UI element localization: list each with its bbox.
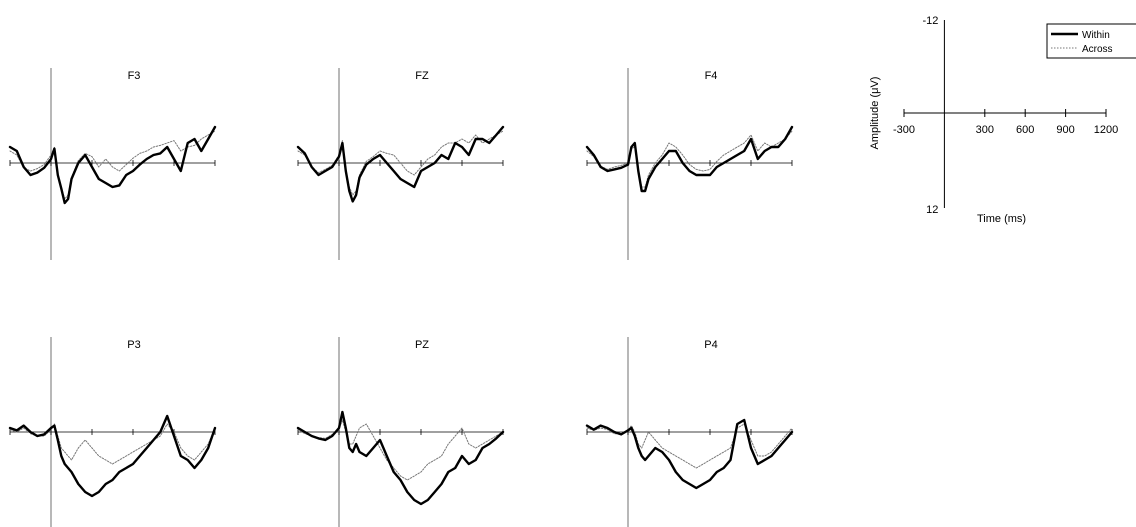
- panel-pz-title: PZ: [415, 339, 429, 351]
- panel-pz-series-across: [297, 419, 504, 481]
- key-x-ticks: -300 300 600 900 1200: [893, 109, 1118, 136]
- panel-p3-series-within: [8, 414, 217, 498]
- panel-pz: PZ: [296, 337, 505, 527]
- panel-fz-title: FZ: [415, 70, 429, 82]
- panel-p3-title: P3: [127, 339, 140, 351]
- legend-label-within: Within: [1082, 30, 1110, 41]
- axis-key: -300 300 600 900 1200 -12 12 Amplitude (μV) …: [869, 15, 1118, 225]
- panel-p3: P3: [8, 337, 217, 527]
- legend-box: [1046, 23, 1136, 59]
- legend-label-across: Across: [1082, 44, 1113, 55]
- key-x-tick-label: 600: [1016, 124, 1034, 136]
- panel-f3-title: F3: [128, 70, 141, 82]
- panel-p4: P4: [585, 337, 794, 527]
- key-y-tick-top: -12: [922, 15, 938, 27]
- key-y-tick-bottom: 12: [926, 204, 938, 216]
- key-x-tick-label: -300: [893, 124, 915, 136]
- panel-fz-series-within: [296, 125, 505, 203]
- panel-pz-series-within: [296, 410, 505, 506]
- panel-f3-series-across: [9, 130, 216, 200]
- panel-f3: F3: [8, 68, 217, 260]
- key-x-tick-label: 300: [976, 124, 994, 136]
- key-x-label: Time (ms): [977, 213, 1026, 225]
- panel-p4-series-within: [585, 418, 794, 490]
- panel-f4-series-across: [586, 130, 793, 188]
- key-x-tick-label: 1200: [1094, 124, 1118, 136]
- panel-fz: FZ: [296, 68, 505, 260]
- key-x-tick-label: 900: [1056, 124, 1074, 136]
- panel-f4-title: F4: [705, 70, 718, 82]
- panel-f4-series-within: [585, 125, 794, 193]
- erp-panels: F3 FZ F4 P3 PZ P4: [8, 68, 794, 527]
- panel-p4-title: P4: [704, 339, 717, 351]
- panel-f3-series-within: [8, 125, 217, 205]
- panel-f4: F4: [585, 68, 794, 260]
- legend: Within Across: [1046, 23, 1136, 59]
- key-y-label: Amplitude (μV): [869, 77, 881, 150]
